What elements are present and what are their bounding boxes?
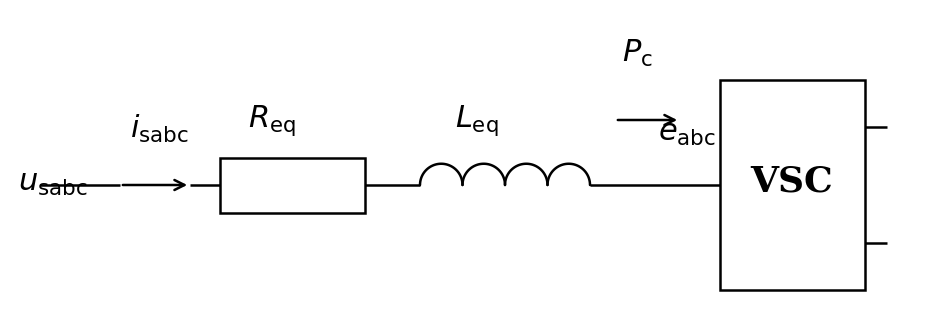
Text: $P_{\rm{c}}$: $P_{\rm{c}}$ <box>622 38 653 69</box>
Bar <box>220 157 365 212</box>
Text: $R_{\rm{eq}}$: $R_{\rm{eq}}$ <box>248 103 296 138</box>
Text: $u_{\rm{sabc}}$: $u_{\rm{sabc}}$ <box>18 167 87 198</box>
Text: $i_{\rm{sabc}}$: $i_{\rm{sabc}}$ <box>130 113 189 145</box>
Text: VSC: VSC <box>751 165 833 199</box>
Text: $L_{\rm{eq}}$: $L_{\rm{eq}}$ <box>455 103 498 138</box>
Bar <box>720 80 865 290</box>
Text: $e_{\rm{abc}}$: $e_{\rm{abc}}$ <box>658 117 716 148</box>
